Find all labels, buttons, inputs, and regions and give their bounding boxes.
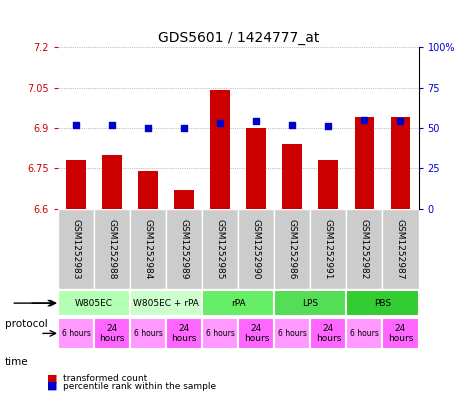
Point: [397, 118, 404, 125]
Text: time: time: [5, 356, 28, 367]
FancyBboxPatch shape: [202, 209, 239, 289]
FancyBboxPatch shape: [130, 209, 166, 289]
Point: [108, 121, 116, 128]
FancyBboxPatch shape: [166, 318, 202, 349]
Bar: [354, 117, 374, 209]
Text: 24
hours: 24 hours: [100, 324, 125, 343]
Text: rPA: rPA: [231, 299, 246, 308]
Point: [361, 117, 368, 123]
Bar: [282, 144, 302, 209]
FancyBboxPatch shape: [382, 209, 418, 289]
Text: 6 hours: 6 hours: [206, 329, 235, 338]
FancyBboxPatch shape: [274, 290, 346, 316]
FancyBboxPatch shape: [346, 290, 418, 316]
Text: W805EC + rPA: W805EC + rPA: [133, 299, 199, 308]
Text: 6 hours: 6 hours: [62, 329, 91, 338]
Bar: [210, 90, 230, 209]
Point: [325, 123, 332, 129]
FancyBboxPatch shape: [239, 209, 274, 289]
Text: 6 hours: 6 hours: [278, 329, 307, 338]
Text: 24
hours: 24 hours: [172, 324, 197, 343]
FancyBboxPatch shape: [58, 290, 130, 316]
Point: [252, 118, 260, 125]
Text: GSM1252986: GSM1252986: [288, 219, 297, 279]
Text: 6 hours: 6 hours: [350, 329, 379, 338]
Point: [180, 125, 188, 131]
Title: GDS5601 / 1424777_at: GDS5601 / 1424777_at: [158, 31, 319, 45]
Text: GSM1252990: GSM1252990: [252, 219, 261, 279]
Text: GSM1252987: GSM1252987: [396, 219, 405, 279]
Bar: [319, 160, 339, 209]
Text: GSM1252985: GSM1252985: [216, 219, 225, 279]
Bar: [66, 160, 86, 209]
Text: GSM1252984: GSM1252984: [144, 219, 153, 279]
Point: [289, 121, 296, 128]
FancyBboxPatch shape: [58, 209, 94, 289]
FancyBboxPatch shape: [202, 318, 239, 349]
Bar: [174, 190, 194, 209]
FancyBboxPatch shape: [311, 318, 346, 349]
Text: ■: ■: [46, 373, 57, 383]
Text: GSM1252983: GSM1252983: [72, 219, 80, 279]
Bar: [138, 171, 158, 209]
FancyBboxPatch shape: [346, 318, 382, 349]
Point: [217, 120, 224, 126]
Text: GSM1252991: GSM1252991: [324, 219, 333, 279]
FancyBboxPatch shape: [94, 318, 130, 349]
Bar: [246, 128, 266, 209]
Bar: [391, 117, 411, 209]
Bar: [102, 155, 122, 209]
Point: [73, 121, 80, 128]
Text: W805EC: W805EC: [75, 299, 113, 308]
Text: 6 hours: 6 hours: [134, 329, 163, 338]
Text: 24
hours: 24 hours: [388, 324, 413, 343]
FancyBboxPatch shape: [130, 290, 202, 316]
FancyBboxPatch shape: [382, 318, 418, 349]
FancyBboxPatch shape: [311, 209, 346, 289]
Text: GSM1252988: GSM1252988: [108, 219, 117, 279]
FancyBboxPatch shape: [94, 209, 130, 289]
Text: 24
hours: 24 hours: [316, 324, 341, 343]
Text: GSM1252982: GSM1252982: [360, 219, 369, 279]
Text: PBS: PBS: [374, 299, 391, 308]
FancyBboxPatch shape: [202, 290, 274, 316]
FancyBboxPatch shape: [239, 318, 274, 349]
Text: GSM1252989: GSM1252989: [180, 219, 189, 279]
Text: LPS: LPS: [302, 299, 319, 308]
Text: 24
hours: 24 hours: [244, 324, 269, 343]
FancyBboxPatch shape: [58, 318, 94, 349]
FancyBboxPatch shape: [274, 209, 311, 289]
FancyBboxPatch shape: [274, 318, 311, 349]
Text: percentile rank within the sample: percentile rank within the sample: [63, 382, 216, 391]
FancyBboxPatch shape: [346, 209, 382, 289]
Text: transformed count: transformed count: [63, 374, 147, 383]
Text: protocol: protocol: [5, 319, 47, 329]
Text: ■: ■: [46, 381, 57, 391]
FancyBboxPatch shape: [130, 318, 166, 349]
Point: [145, 125, 152, 131]
FancyBboxPatch shape: [166, 209, 202, 289]
